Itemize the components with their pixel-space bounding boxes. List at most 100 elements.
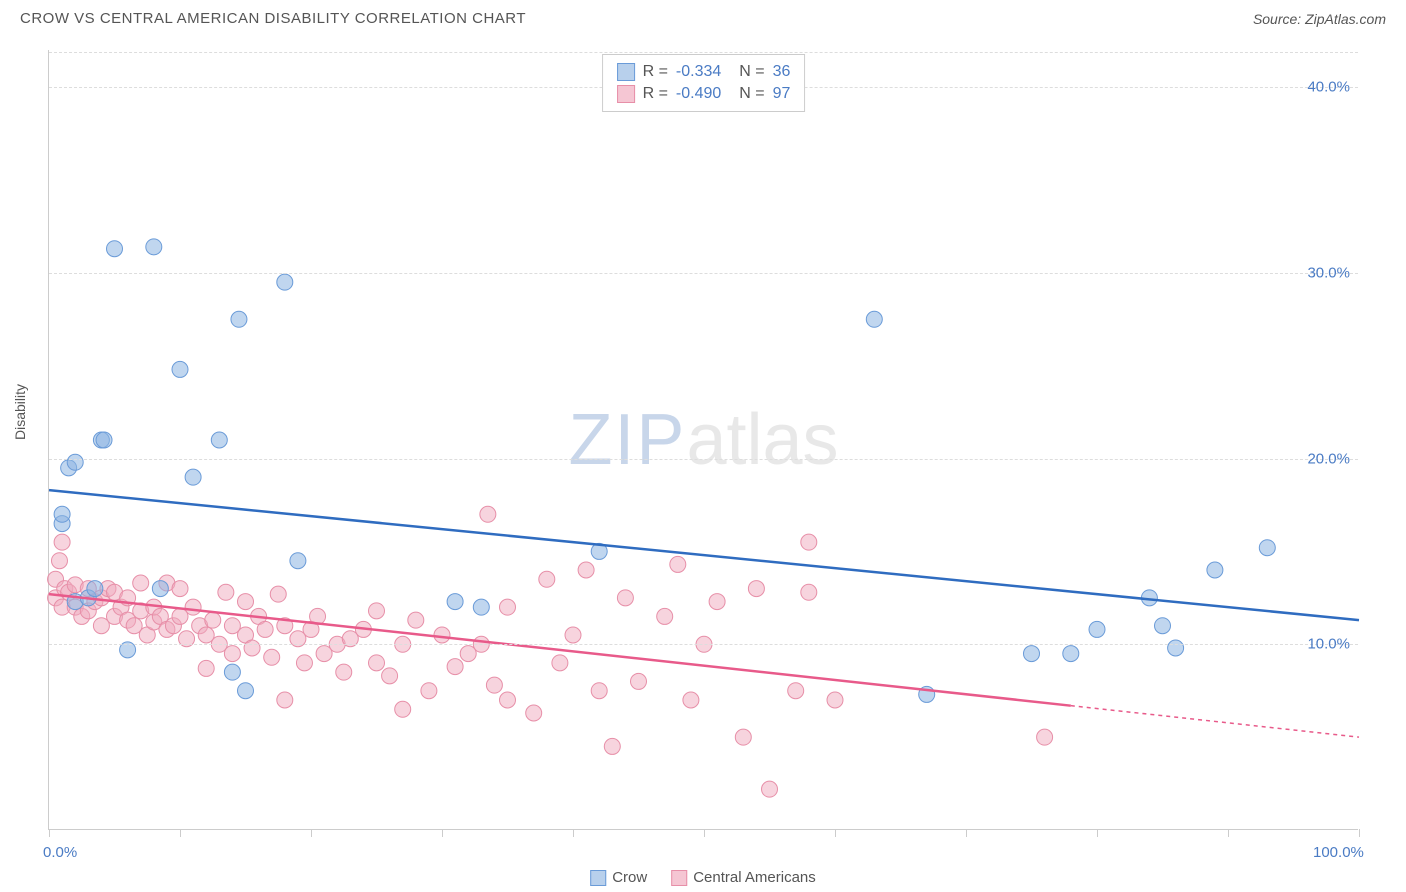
data-point bbox=[709, 594, 725, 610]
data-point bbox=[107, 241, 123, 257]
data-point bbox=[290, 553, 306, 569]
data-point bbox=[270, 586, 286, 602]
data-point bbox=[238, 594, 254, 610]
data-point bbox=[526, 705, 542, 721]
data-point bbox=[408, 612, 424, 628]
legend-item: Crow bbox=[590, 869, 647, 886]
trend-line bbox=[49, 594, 1071, 706]
x-tick bbox=[311, 829, 312, 837]
data-point bbox=[473, 599, 489, 615]
data-point bbox=[87, 581, 103, 597]
legend-swatch bbox=[617, 85, 635, 103]
data-point bbox=[447, 659, 463, 675]
legend-swatch bbox=[617, 63, 635, 81]
data-point bbox=[277, 274, 293, 290]
chart-area: ZIPatlas R =-0.334N =36R =-0.490N =97 10… bbox=[48, 50, 1358, 830]
data-point bbox=[788, 683, 804, 699]
data-point bbox=[565, 627, 581, 643]
legend-stats-row: R =-0.490N =97 bbox=[617, 83, 791, 105]
data-point bbox=[578, 562, 594, 578]
x-tick-label: 0.0% bbox=[43, 844, 77, 861]
data-point bbox=[1259, 540, 1275, 556]
data-point bbox=[735, 729, 751, 745]
data-point bbox=[801, 534, 817, 550]
y-axis-label: Disability bbox=[12, 384, 28, 440]
data-point bbox=[1207, 562, 1223, 578]
chart-title: CROW VS CENTRAL AMERICAN DISABILITY CORR… bbox=[20, 10, 526, 27]
x-tick bbox=[966, 829, 967, 837]
source-label: Source: ZipAtlas.com bbox=[1253, 11, 1386, 27]
data-point bbox=[1024, 646, 1040, 662]
data-point bbox=[96, 432, 112, 448]
n-value: 36 bbox=[773, 63, 791, 81]
data-point bbox=[500, 692, 516, 708]
data-point bbox=[369, 603, 385, 619]
data-point bbox=[421, 683, 437, 699]
n-value: 97 bbox=[773, 85, 791, 103]
data-point bbox=[500, 599, 516, 615]
legend-item: Central Americans bbox=[671, 869, 816, 886]
data-point bbox=[172, 361, 188, 377]
y-tick-label: 30.0% bbox=[1307, 264, 1350, 281]
data-point bbox=[591, 683, 607, 699]
data-point bbox=[238, 683, 254, 699]
r-value: -0.334 bbox=[676, 63, 721, 81]
data-point bbox=[224, 664, 240, 680]
r-label: R = bbox=[643, 85, 668, 103]
data-point bbox=[336, 664, 352, 680]
data-point bbox=[264, 649, 280, 665]
data-point bbox=[486, 677, 502, 693]
data-point bbox=[67, 454, 83, 470]
data-point bbox=[539, 571, 555, 587]
legend-label: Central Americans bbox=[693, 869, 816, 886]
scatter-plot bbox=[49, 50, 1358, 829]
data-point bbox=[748, 581, 764, 597]
n-label: N = bbox=[739, 85, 764, 103]
gridline bbox=[49, 644, 1358, 645]
data-point bbox=[801, 584, 817, 600]
data-point bbox=[866, 311, 882, 327]
legend-series: Crow Central Americans bbox=[590, 869, 816, 886]
x-tick-label: 100.0% bbox=[1313, 844, 1364, 861]
data-point bbox=[1037, 729, 1053, 745]
x-tick bbox=[704, 829, 705, 837]
data-point bbox=[231, 311, 247, 327]
data-point bbox=[604, 738, 620, 754]
data-point bbox=[277, 692, 293, 708]
legend-swatch bbox=[590, 870, 606, 886]
data-point bbox=[670, 556, 686, 572]
x-tick bbox=[442, 829, 443, 837]
data-point bbox=[1168, 640, 1184, 656]
data-point bbox=[552, 655, 568, 671]
x-tick bbox=[835, 829, 836, 837]
data-point bbox=[382, 668, 398, 684]
data-point bbox=[631, 673, 647, 689]
data-point bbox=[657, 608, 673, 624]
data-point bbox=[51, 553, 67, 569]
gridline bbox=[49, 459, 1358, 460]
x-tick bbox=[1097, 829, 1098, 837]
data-point bbox=[395, 701, 411, 717]
y-tick-label: 20.0% bbox=[1307, 450, 1350, 467]
data-point bbox=[480, 506, 496, 522]
x-tick bbox=[49, 829, 50, 837]
data-point bbox=[185, 469, 201, 485]
data-point bbox=[152, 581, 168, 597]
x-tick bbox=[573, 829, 574, 837]
data-point bbox=[211, 432, 227, 448]
data-point bbox=[146, 239, 162, 255]
data-point bbox=[1155, 618, 1171, 634]
data-point bbox=[257, 621, 273, 637]
data-point bbox=[224, 646, 240, 662]
y-tick-label: 40.0% bbox=[1307, 79, 1350, 96]
legend-stats-row: R =-0.334N =36 bbox=[617, 61, 791, 83]
data-point bbox=[827, 692, 843, 708]
data-point bbox=[762, 781, 778, 797]
data-point bbox=[369, 655, 385, 671]
data-point bbox=[447, 594, 463, 610]
x-tick bbox=[1228, 829, 1229, 837]
data-point bbox=[54, 506, 70, 522]
data-point bbox=[172, 581, 188, 597]
data-point bbox=[296, 655, 312, 671]
data-point bbox=[244, 640, 260, 656]
